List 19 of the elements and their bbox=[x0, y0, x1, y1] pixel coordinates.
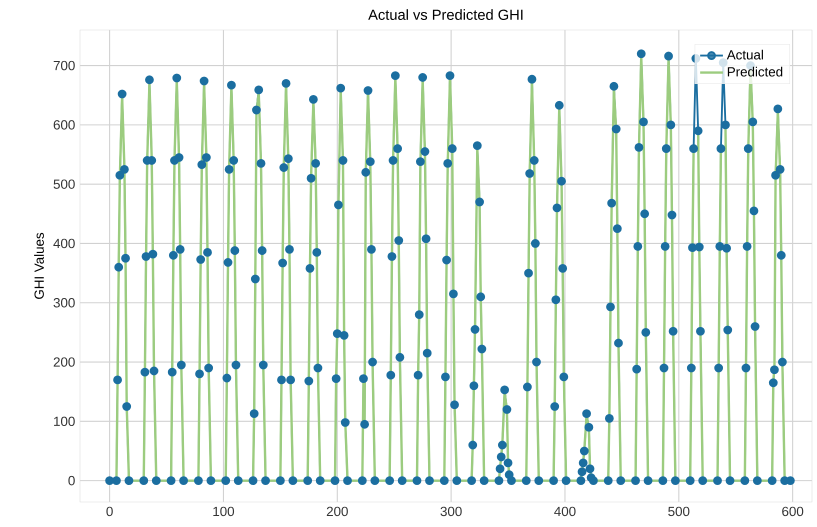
y-tick-label: 0 bbox=[68, 476, 75, 486]
legend-label: Predicted bbox=[728, 66, 782, 77]
x-tick-label: 600 bbox=[782, 506, 804, 516]
y-tick-label: 700 bbox=[54, 60, 75, 70]
legend-label: Actual bbox=[726, 50, 763, 60]
y-tick-label: 100 bbox=[54, 416, 75, 426]
y-tick-label: 300 bbox=[54, 298, 75, 308]
chart-title: Actual vs Predicted GHI bbox=[368, 9, 522, 20]
x-tick-label: 400 bbox=[554, 506, 576, 516]
x-tick-label: 500 bbox=[668, 506, 690, 516]
x-tick-label: 0 bbox=[106, 506, 113, 516]
x-tick-label: 300 bbox=[440, 506, 462, 516]
y-tick-label: 400 bbox=[53, 238, 75, 248]
x-tick-label: 200 bbox=[326, 506, 348, 516]
y-axis-title: GHI Values bbox=[34, 232, 44, 299]
y-tick-label: 500 bbox=[54, 179, 75, 189]
y-tick-label: 200 bbox=[54, 357, 75, 367]
x-tick-label: 100 bbox=[213, 506, 234, 516]
y-tick-label: 600 bbox=[54, 120, 75, 130]
